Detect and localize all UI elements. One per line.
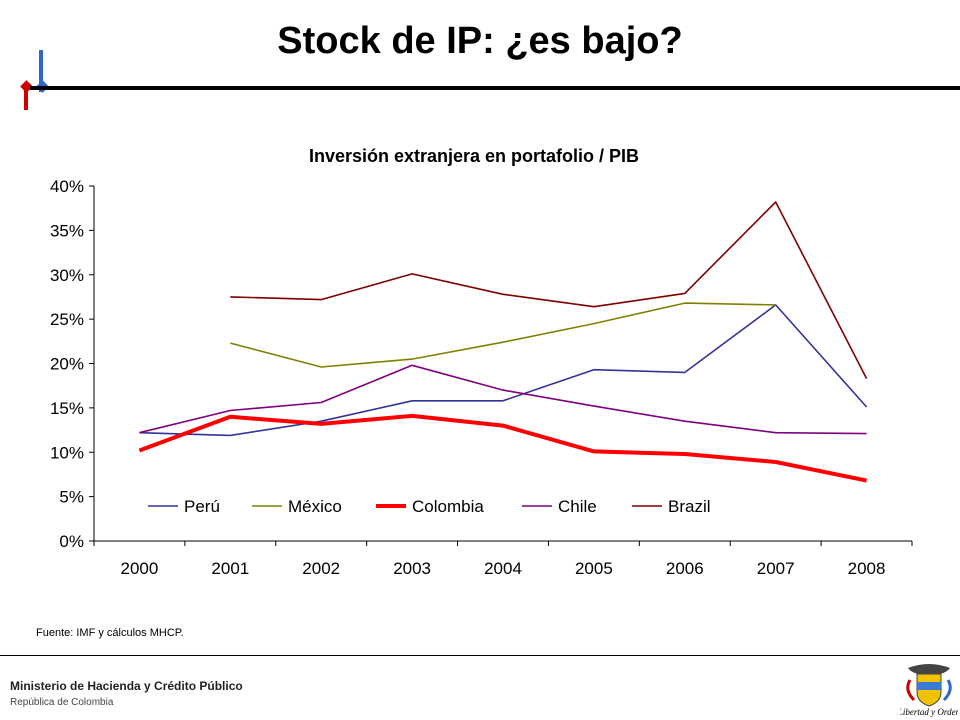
seal-motto: Libertad y Orden xyxy=(900,707,958,717)
legend-label-brazil: Brazil xyxy=(668,497,711,516)
y-tick-label: 15% xyxy=(50,399,84,418)
title-divider xyxy=(30,86,960,90)
organization-subtitle: República de Colombia xyxy=(10,697,114,708)
y-tick-label: 10% xyxy=(50,443,84,462)
x-tick-label: 2001 xyxy=(211,559,249,578)
legend-label-mexico: México xyxy=(288,497,342,516)
ministry-logo-icon xyxy=(20,50,49,110)
y-tick-label: 30% xyxy=(50,266,84,285)
legend-label-colombia: Colombia xyxy=(412,497,484,516)
x-tick-label: 2007 xyxy=(757,559,795,578)
legend-label-chile: Chile xyxy=(558,497,597,516)
y-tick-label: 25% xyxy=(50,310,84,329)
slide-title: Stock de IP: ¿es bajo? xyxy=(277,20,683,62)
series-line-mexico xyxy=(230,302,776,368)
series-line-colombia xyxy=(138,413,868,483)
x-tick-label: 2002 xyxy=(302,559,340,578)
chart-series xyxy=(138,201,868,483)
chart-title: Inversión extranjera en portafolio / PIB xyxy=(309,146,639,166)
x-tick-label: 2005 xyxy=(575,559,613,578)
y-tick-label: 20% xyxy=(50,355,84,374)
chart-axes: 0% 5% 10% 15% 20% 25% 30% 35% 40% 2000 2001 2002 200… xyxy=(50,177,913,578)
x-tick-label: 2006 xyxy=(666,559,704,578)
y-tick-label: 0% xyxy=(59,532,84,551)
organization-name: Ministerio de Hacienda y Crédito Público xyxy=(10,679,243,693)
y-tick-label: 5% xyxy=(59,488,84,507)
chart-legend: Perú México Colombia Chile Brazil xyxy=(148,497,711,516)
x-tick-label: 2000 xyxy=(121,559,159,578)
x-tick-label: 2003 xyxy=(393,559,431,578)
legend-label-peru: Perú xyxy=(184,497,220,516)
footer-divider xyxy=(0,655,960,656)
x-tick-label: 2008 xyxy=(848,559,886,578)
series-line-peru xyxy=(139,304,868,437)
coat-of-arms-icon: Libertad y Orden xyxy=(900,664,958,717)
y-tick-label: 35% xyxy=(50,221,84,240)
series-line-chile xyxy=(139,364,867,435)
source-note: Fuente: IMF y cálculos MHCP. xyxy=(36,627,184,639)
x-tick-label: 2004 xyxy=(484,559,522,578)
line-chart: Inversión extranjera en portafolio / PIB… xyxy=(50,146,913,578)
y-tick-label: 40% xyxy=(50,177,84,196)
series-line-brazil xyxy=(230,201,868,379)
